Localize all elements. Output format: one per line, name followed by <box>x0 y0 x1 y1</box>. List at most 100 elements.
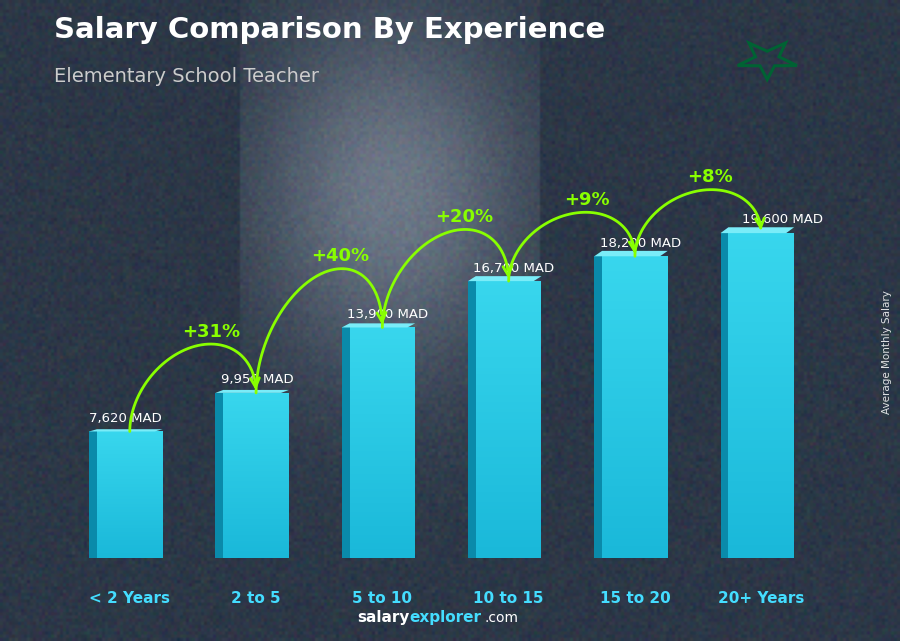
Bar <box>97 521 163 523</box>
Bar <box>223 547 289 549</box>
Bar <box>602 550 668 554</box>
Bar <box>728 331 794 335</box>
Bar <box>349 483 415 486</box>
Bar <box>476 464 542 468</box>
Bar <box>602 351 668 354</box>
Bar <box>602 290 668 294</box>
Bar <box>349 515 415 517</box>
Bar <box>89 431 97 558</box>
Bar <box>728 452 794 456</box>
Bar <box>97 466 163 468</box>
Bar <box>97 445 163 447</box>
Bar <box>349 370 415 374</box>
Polygon shape <box>594 251 668 256</box>
Bar <box>97 460 163 462</box>
Bar <box>97 495 163 496</box>
Bar <box>728 493 794 497</box>
Bar <box>97 485 163 487</box>
Bar <box>476 344 542 347</box>
Bar <box>97 447 163 449</box>
Bar <box>476 299 542 302</box>
Bar <box>728 395 794 399</box>
Bar <box>602 520 668 524</box>
Bar <box>728 347 794 351</box>
Bar <box>728 464 794 469</box>
Bar <box>97 534 163 536</box>
Bar <box>602 449 668 452</box>
Bar <box>97 504 163 506</box>
Bar <box>97 515 163 517</box>
Bar <box>223 473 289 475</box>
Bar <box>97 523 163 524</box>
Bar <box>349 359 415 362</box>
Bar <box>476 461 542 464</box>
Bar <box>602 471 668 475</box>
Bar <box>728 497 794 501</box>
Bar <box>602 497 668 501</box>
Bar <box>223 494 289 496</box>
Bar <box>602 339 668 343</box>
Bar <box>476 426 542 429</box>
Bar <box>97 542 163 544</box>
Bar <box>728 249 794 253</box>
Bar <box>97 531 163 533</box>
Bar <box>97 437 163 438</box>
Bar <box>728 501 794 505</box>
Bar <box>728 554 794 558</box>
Bar <box>349 333 415 336</box>
Bar <box>97 506 163 507</box>
Bar <box>349 420 415 422</box>
Bar <box>476 503 542 506</box>
Bar <box>476 458 542 461</box>
Bar <box>728 286 794 290</box>
Bar <box>223 426 289 428</box>
Bar <box>602 535 668 539</box>
Bar <box>728 290 794 294</box>
Bar <box>602 512 668 516</box>
Bar <box>349 552 415 555</box>
Polygon shape <box>721 228 794 233</box>
Bar <box>476 392 542 395</box>
Bar <box>728 363 794 367</box>
Text: +20%: +20% <box>435 208 493 226</box>
Bar <box>97 551 163 553</box>
Bar <box>728 440 794 444</box>
Bar <box>602 516 668 520</box>
Bar <box>728 460 794 464</box>
Bar <box>223 522 289 525</box>
Bar <box>223 512 289 515</box>
Bar <box>97 431 163 433</box>
Bar <box>223 537 289 539</box>
Polygon shape <box>215 390 289 393</box>
Bar <box>97 452 163 454</box>
Bar <box>602 385 668 388</box>
Bar <box>476 492 542 495</box>
Bar <box>349 523 415 526</box>
Bar <box>728 343 794 347</box>
Bar <box>223 517 289 519</box>
Bar <box>97 488 163 490</box>
Bar <box>349 486 415 488</box>
Bar <box>349 376 415 379</box>
Text: +8%: +8% <box>687 169 733 187</box>
Bar <box>223 551 289 554</box>
Bar <box>223 428 289 430</box>
Bar <box>728 383 794 387</box>
Bar <box>349 379 415 382</box>
Bar <box>728 424 794 428</box>
Bar <box>223 395 289 397</box>
Bar <box>223 544 289 545</box>
Bar <box>223 444 289 446</box>
Bar <box>476 371 542 374</box>
Bar <box>476 488 542 492</box>
Bar <box>602 426 668 429</box>
Bar <box>97 449 163 451</box>
Bar <box>349 336 415 339</box>
Bar <box>349 535 415 538</box>
Bar <box>349 374 415 376</box>
Bar <box>476 429 542 433</box>
Bar <box>97 479 163 480</box>
Bar <box>468 281 476 558</box>
Bar <box>223 405 289 407</box>
Bar <box>97 476 163 478</box>
